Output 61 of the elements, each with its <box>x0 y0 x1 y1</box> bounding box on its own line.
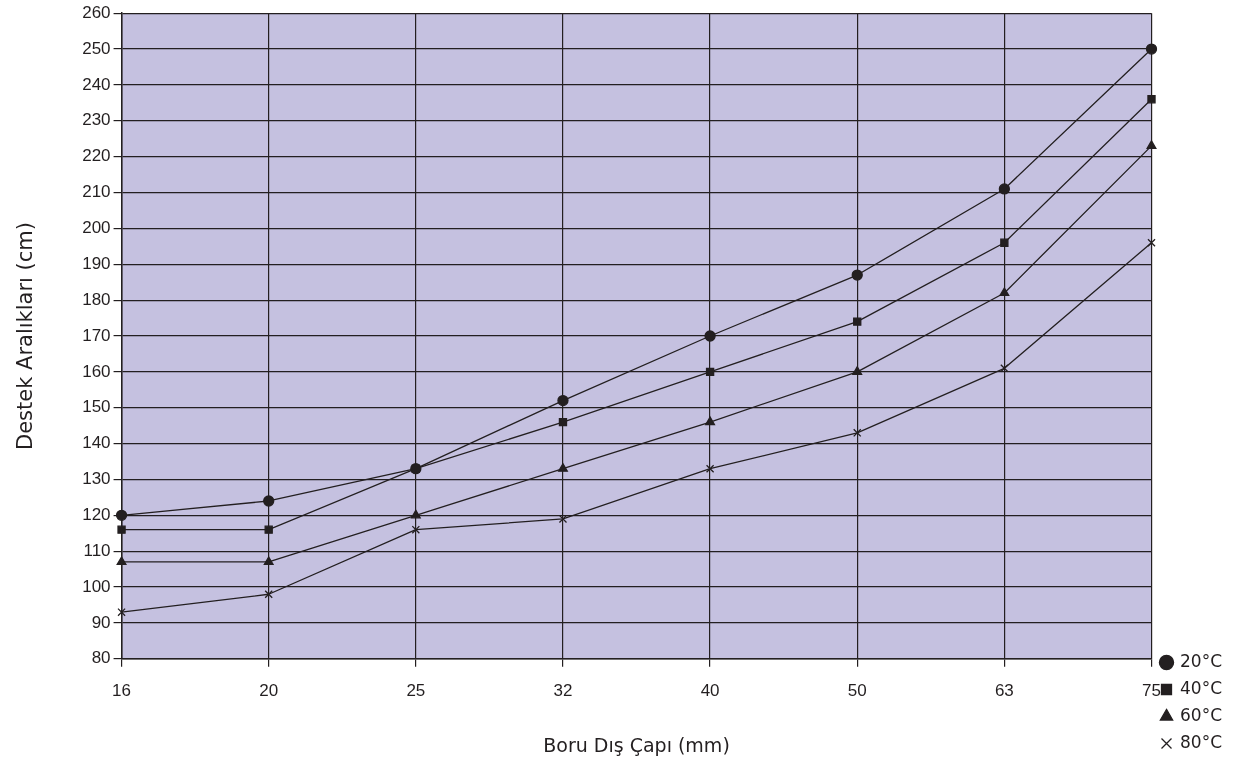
x-tick-label: 75 <box>1142 680 1161 700</box>
point <box>1146 140 1157 150</box>
y-tick-label: 170 <box>82 325 111 345</box>
x-tick-label: 40 <box>700 680 720 700</box>
point <box>263 556 274 566</box>
y-tick-label: 230 <box>82 110 111 130</box>
y-tick-label: 80 <box>91 648 111 668</box>
point <box>1000 364 1009 373</box>
legend-label: 80°C <box>1180 731 1223 752</box>
x-tick-label: 25 <box>406 680 426 700</box>
point <box>264 525 273 534</box>
y-tick-label: 130 <box>82 469 111 489</box>
y-tick-label: 90 <box>91 612 111 632</box>
x-tick-label: 20 <box>259 680 279 700</box>
point <box>1000 238 1009 247</box>
legend-label: 40°C <box>1180 677 1223 698</box>
y-tick-label: 120 <box>82 505 111 525</box>
x-axis-title: Boru Dış Çapı (mm) <box>543 733 730 756</box>
legend-label: 20°C <box>1180 650 1223 671</box>
point <box>263 495 275 507</box>
point <box>264 590 273 599</box>
point <box>853 428 862 438</box>
point <box>557 463 568 472</box>
y-tick-label: 180 <box>82 289 111 309</box>
point <box>998 183 1011 195</box>
point <box>1147 95 1156 104</box>
y-tick-label: 160 <box>82 361 111 381</box>
point <box>117 525 126 534</box>
y-tick-label: 100 <box>82 576 111 596</box>
point <box>853 317 862 326</box>
y-tick-label: 210 <box>82 182 111 202</box>
y-tick-label: 200 <box>82 218 111 238</box>
point <box>558 417 568 427</box>
point <box>1147 238 1156 247</box>
point <box>557 394 569 407</box>
y-tick-label: 190 <box>82 253 111 273</box>
point <box>999 287 1010 297</box>
point <box>704 330 716 342</box>
y-tick-label: 110 <box>83 540 111 560</box>
point <box>116 556 127 566</box>
x-tick-label: 16 <box>112 680 132 700</box>
point <box>117 607 126 617</box>
y-tick-label: 240 <box>82 74 111 94</box>
x-tick-label: 63 <box>994 680 1014 700</box>
y-tick-label: 260 <box>82 2 111 22</box>
point <box>411 525 421 534</box>
x-tick-label: 32 <box>553 680 573 700</box>
point <box>410 509 421 519</box>
y-tick-label: 150 <box>82 397 111 417</box>
y-axis-title: Destek Aralıkları (cm) <box>13 222 38 450</box>
point <box>705 464 715 473</box>
point <box>851 269 863 281</box>
point <box>852 366 863 376</box>
y-tick-label: 140 <box>82 433 111 453</box>
y-tick-label: 250 <box>82 38 111 58</box>
point <box>705 367 715 377</box>
point <box>1145 43 1158 55</box>
legend-label: 60°C <box>1180 704 1223 725</box>
y-tick-label: 220 <box>82 146 111 166</box>
point <box>705 416 716 426</box>
x-tick-label: 50 <box>847 680 867 700</box>
